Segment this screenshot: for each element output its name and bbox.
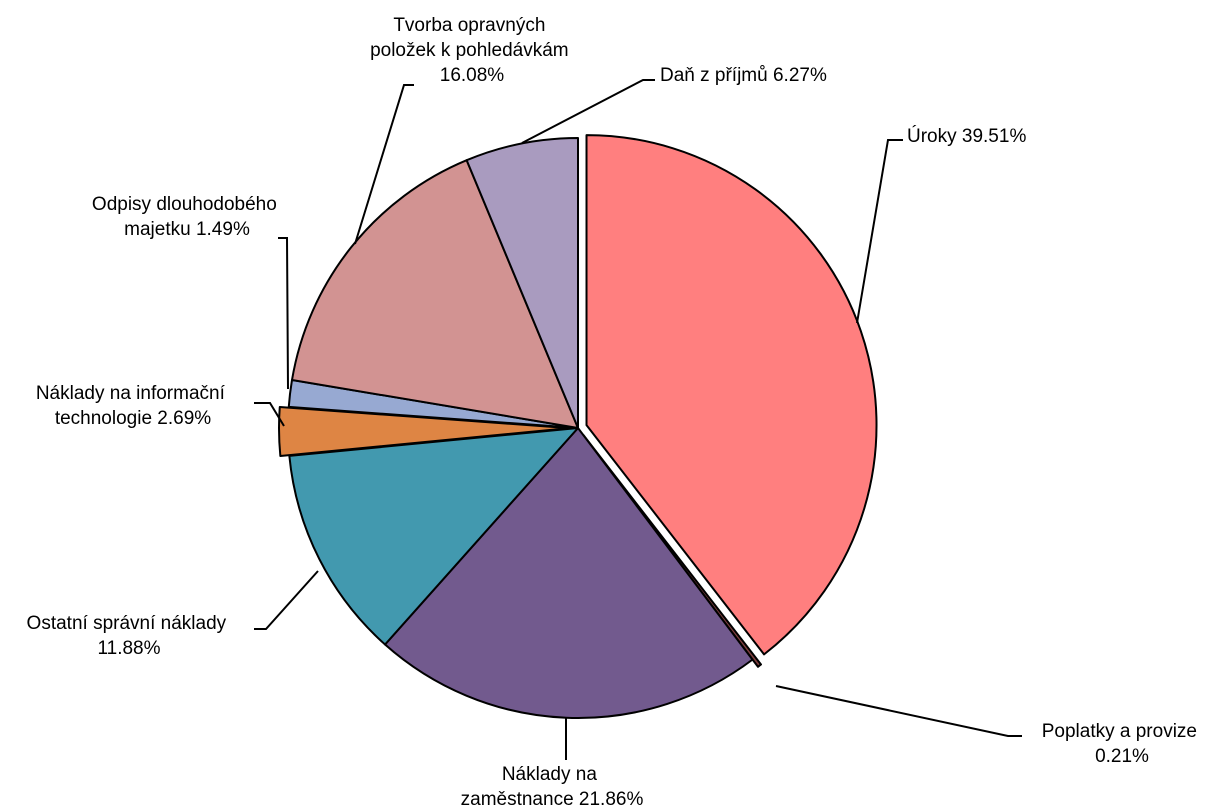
leader-line-odpisy (278, 237, 289, 390)
pie-slice-ostatni-spravni (288, 427, 579, 646)
leader-line-naklady-it (254, 402, 285, 427)
leader-line-poplatky (775, 685, 1022, 737)
pie-slice-dan-z-prijmu (465, 137, 579, 429)
pie-slice-naklady-it (278, 406, 571, 457)
pie-slice-tvorba-opravnych (291, 159, 579, 429)
slice-label-naklady-it: Náklady na informační technologie 2.69% (36, 383, 230, 429)
slice-label-tvorba-opravnych: Tvorba opravných položek k pohledávkám 1… (370, 15, 574, 86)
leader-line-ostatni-spravni (254, 570, 319, 630)
slice-label-poplatky: Poplatky a provize 0.21% (1042, 721, 1203, 767)
slice-labels: Úroky 39.51% Poplatky a provize 0.21% Ná… (27, 15, 1203, 810)
leader-line-dan-z-prijmu (521, 79, 655, 144)
slice-label-naklady-zamestnance: Náklady na zaměstnance 21.86% (461, 764, 644, 810)
pie-slices (278, 134, 878, 719)
slice-label-odpisy: Odpisy dlouhodobého majetku 1.49% (92, 194, 282, 240)
leader-line-tvorba-opravnych (354, 84, 414, 245)
leader-lines (254, 79, 1022, 760)
pie-slice-uroky (585, 134, 878, 656)
slice-label-ostatni-spravni: Ostatní správní náklady 11.88% (27, 613, 232, 659)
slice-label-dan-z-prijmu: Daň z příjmů 6.27% (660, 65, 827, 86)
slice-label-uroky: Úroky 39.51% (907, 125, 1026, 147)
leader-line-uroky (856, 139, 903, 324)
